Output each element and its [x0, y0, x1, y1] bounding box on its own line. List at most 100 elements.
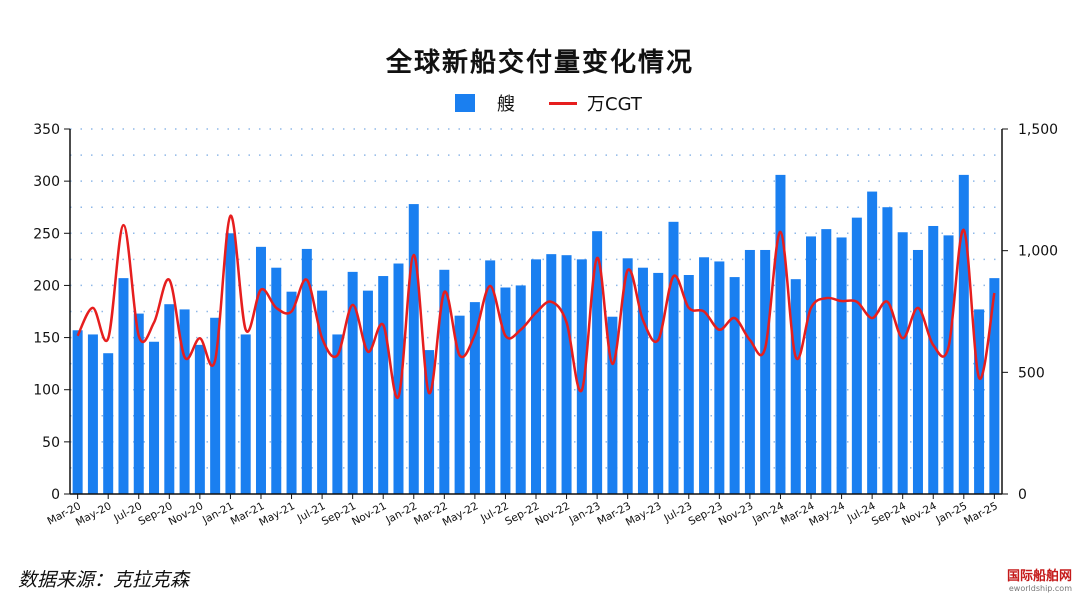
y-left-tick-label: 350	[33, 122, 60, 138]
bar-May-24	[836, 237, 847, 494]
bar-Apr-20	[87, 334, 98, 494]
x-tick-label: Jan-25	[933, 500, 969, 527]
bar-Apr-23	[637, 267, 648, 494]
bar-Nov-23	[744, 249, 755, 494]
watermark-url: eworldship.com	[1008, 584, 1072, 593]
y-left-tick-label: 50	[42, 435, 60, 451]
bar-May-23	[653, 272, 664, 494]
bar-Apr-22	[454, 315, 465, 494]
y-right-tick-label: 500	[1018, 365, 1045, 381]
bar-Sep-23	[714, 261, 725, 494]
bar-Mar-22	[439, 269, 450, 494]
bar-Jan-24	[775, 174, 786, 494]
legend: 艘 万CGT	[455, 90, 642, 116]
bar-Aug-20	[149, 341, 160, 494]
bar-Sep-20	[164, 304, 175, 494]
bar-Mar-24	[806, 236, 817, 494]
legend-bar-swatch	[455, 94, 475, 112]
x-tick-label: May-22	[441, 500, 481, 529]
y-left-tick-label: 250	[33, 226, 60, 242]
bar-Oct-23	[729, 277, 740, 494]
x-tick-label: Jan-22	[383, 500, 419, 527]
bar-Apr-24	[821, 229, 832, 494]
y-left-tick-label: 200	[33, 278, 60, 294]
bar-Aug-24	[882, 207, 893, 494]
bar-Jun-23	[668, 221, 679, 495]
x-tick-label: Nov-20	[167, 500, 206, 528]
bar-Oct-22	[546, 254, 557, 494]
legend-line-label: 万CGT	[587, 94, 642, 115]
bar-Dec-21	[393, 263, 404, 494]
x-tick-label: May-23	[624, 500, 664, 529]
x-tick-label: May-24	[807, 500, 847, 529]
bar-Jun-22	[485, 260, 496, 494]
bar-Mar-20	[72, 330, 83, 494]
bar-Jan-21	[225, 233, 236, 495]
bar-Aug-22	[515, 285, 526, 494]
bar-Nov-21	[378, 276, 389, 494]
bar-Nov-22	[561, 255, 572, 494]
bar-Sep-24	[897, 232, 908, 494]
bar-Dec-23	[760, 249, 771, 494]
bar-Apr-21	[271, 267, 282, 494]
bar-Nov-20	[194, 344, 205, 494]
bar-Feb-24	[790, 279, 801, 494]
bar-Dec-20	[210, 317, 221, 494]
chart-title: 全球新船交付量变化情况	[385, 48, 694, 78]
bar-Dec-24	[943, 235, 954, 494]
data-source: 数据来源：克拉克森	[18, 569, 190, 591]
bar-Jul-20	[133, 313, 144, 494]
bar-Aug-21	[332, 334, 343, 494]
x-tick-label: May-20	[74, 500, 114, 529]
y-right-tick-label: 0	[1018, 487, 1027, 503]
bar-Feb-21	[240, 334, 251, 494]
bar-Feb-23	[607, 316, 618, 494]
bar-Oct-24	[912, 249, 923, 494]
bar-Jan-23	[592, 231, 603, 494]
x-tick-label: Mar-25	[962, 500, 1000, 528]
y-left-tick-label: 100	[33, 383, 60, 399]
y-left-tick-label: 0	[51, 487, 60, 503]
y-left-tick-label: 150	[33, 331, 60, 347]
bar-May-22	[469, 302, 480, 494]
bar-Nov-24	[928, 225, 939, 494]
legend-line-swatch	[549, 101, 577, 105]
bar-Jul-23	[683, 275, 694, 494]
bar-Dec-22	[576, 259, 587, 494]
bar-May-20	[103, 353, 114, 494]
bar-Jan-22	[408, 204, 419, 495]
y-right-tick-label: 1,000	[1018, 244, 1058, 260]
x-tick-label: Nov-22	[533, 500, 572, 528]
bar-Jan-25	[958, 174, 969, 494]
bar-Mar-25	[989, 278, 1000, 494]
bar-Sep-22	[531, 259, 541, 494]
bar-Aug-23	[699, 257, 710, 494]
bar-Mar-23	[622, 258, 633, 494]
y-left-tick-label: 300	[33, 174, 60, 190]
watermark-name: 国际船舶网	[1006, 569, 1072, 584]
x-tick-label: Jan-21	[200, 500, 236, 527]
bar-Oct-20	[179, 309, 190, 494]
bar-Oct-21	[362, 290, 373, 494]
bar-Jun-20	[118, 278, 129, 494]
y-right-tick-label: 1,500	[1018, 122, 1058, 138]
bar-Feb-25	[974, 309, 985, 494]
line-series-cgt	[76, 214, 996, 399]
x-tick-label: Jan-23	[567, 500, 603, 527]
bar-Jul-24	[867, 191, 878, 495]
watermark-logo: 国际船舶网 eworldship.com	[1006, 569, 1072, 595]
bar-Sep-21	[347, 271, 358, 494]
bar-Jun-21	[301, 248, 312, 494]
bar-Jun-24	[851, 217, 862, 494]
x-tick-label: May-21	[257, 500, 297, 529]
bar-Feb-22	[424, 350, 435, 494]
bar-Mar-21	[255, 246, 266, 494]
x-tick-label: Nov-23	[717, 500, 756, 528]
x-tick-label: Nov-24	[900, 500, 939, 528]
x-tick-label: Nov-21	[350, 500, 389, 528]
legend-bar-label: 艘	[497, 94, 515, 115]
bar-Jul-21	[317, 290, 328, 494]
bar-May-21	[286, 291, 297, 494]
